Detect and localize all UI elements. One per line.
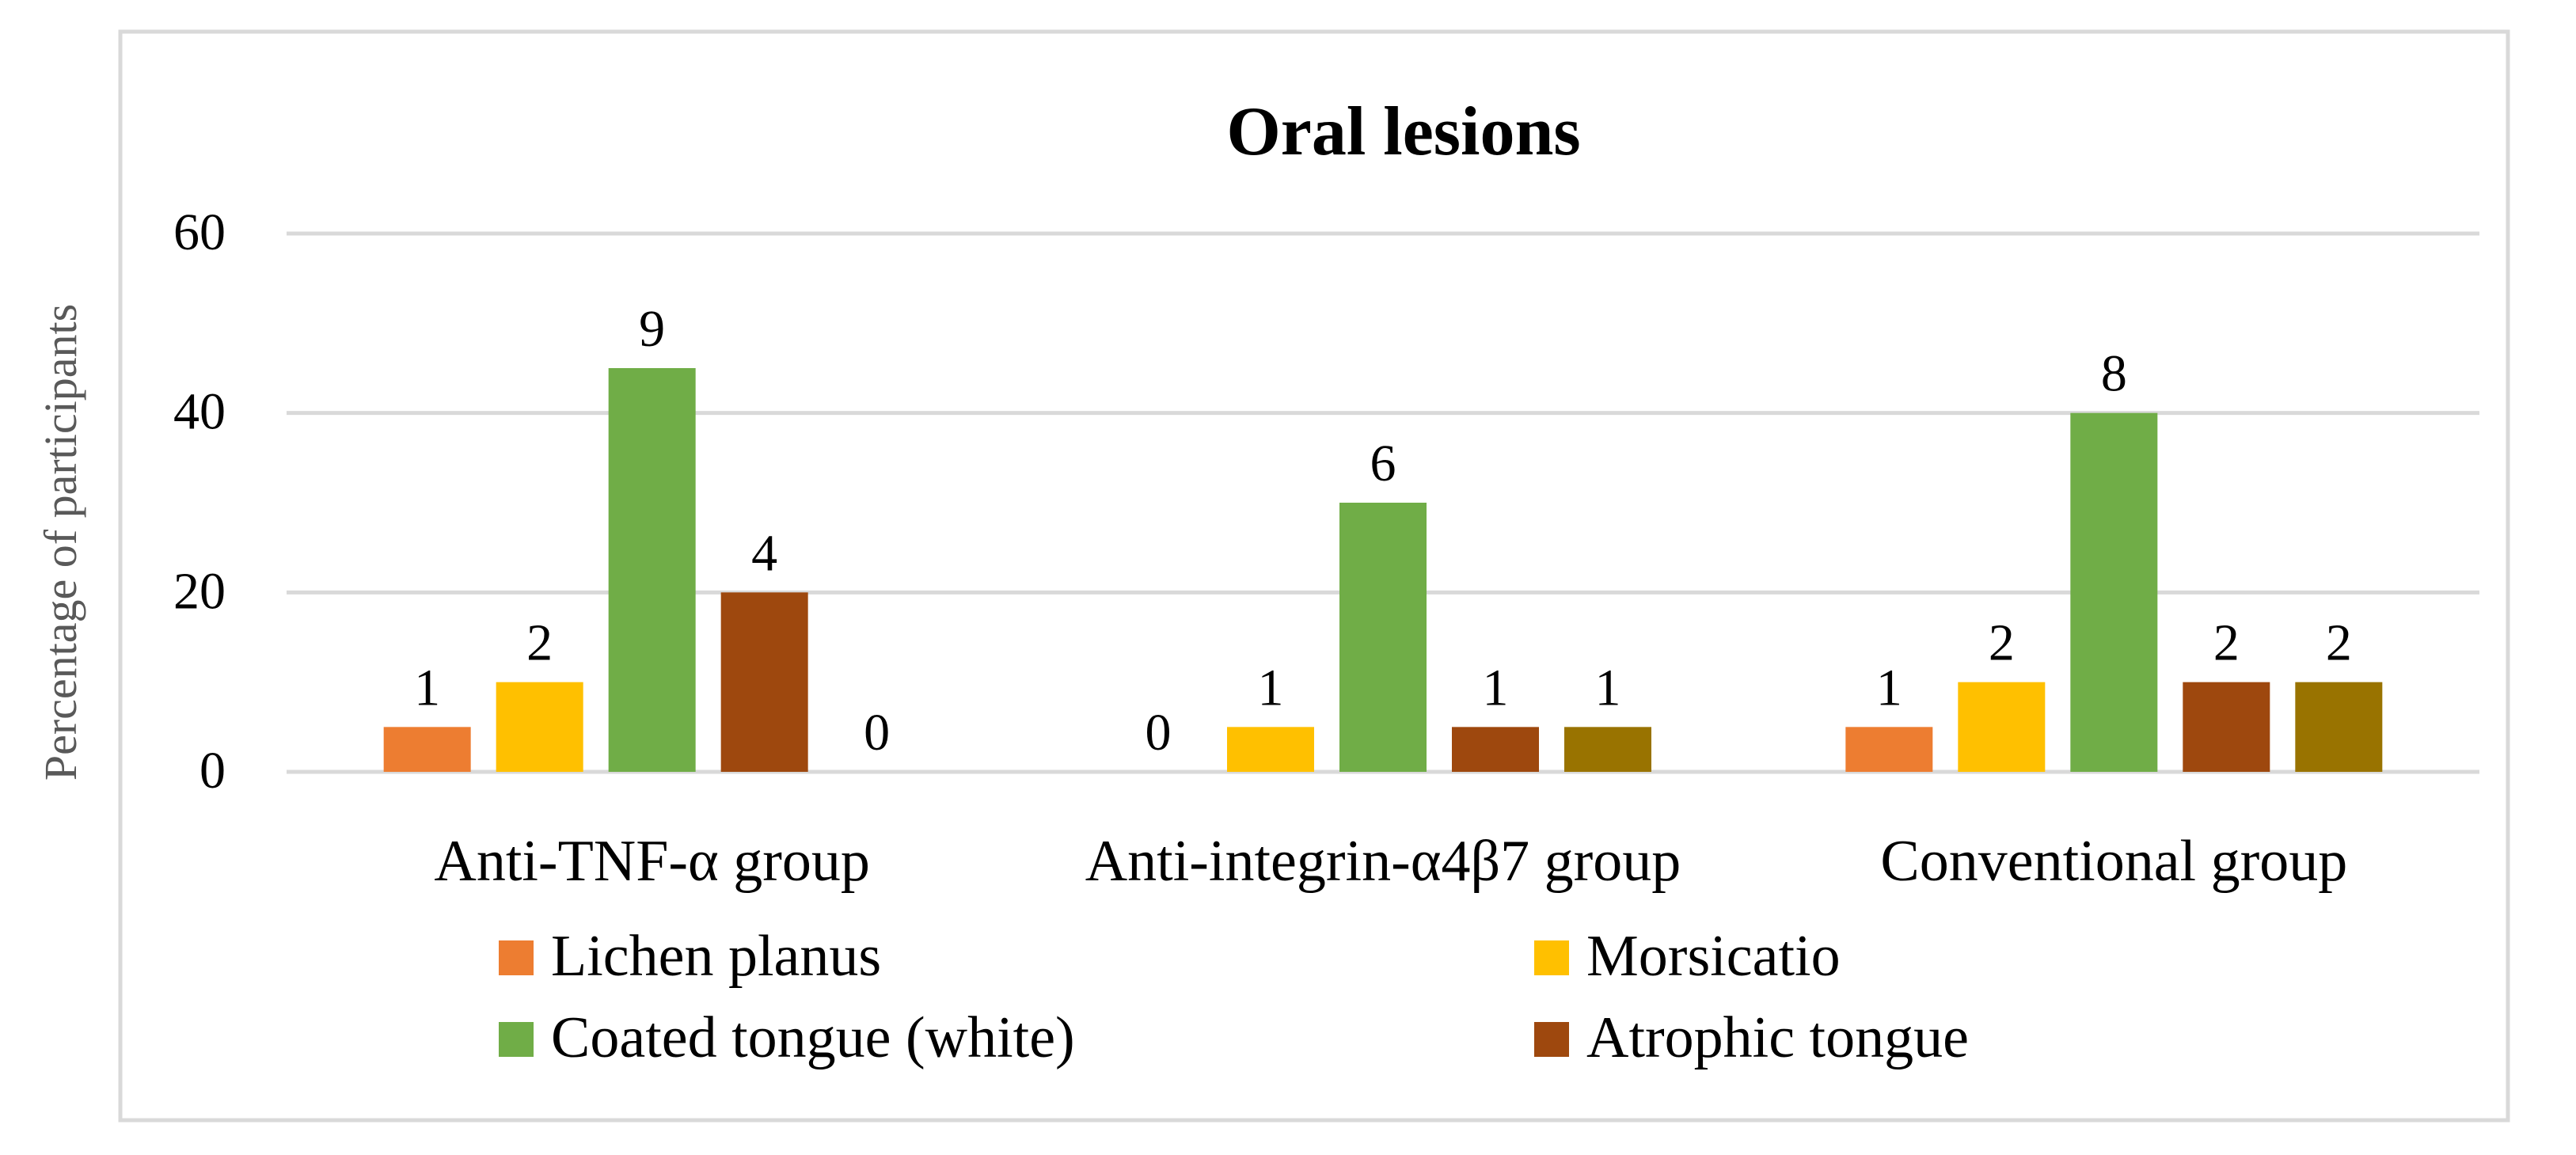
bar xyxy=(1845,727,1933,772)
legend-label: Lichen planus xyxy=(551,924,881,989)
legend-label: Morsicatio xyxy=(1586,924,1841,989)
bar xyxy=(1564,727,1651,772)
data-label: 1 xyxy=(1876,659,1902,716)
data-label: 4 xyxy=(751,524,777,582)
y-tick-label: 20 xyxy=(173,562,226,620)
y-axis-label: Percentage of participants xyxy=(35,304,86,781)
data-label: 0 xyxy=(864,704,890,762)
x-tick-label: Conventional group xyxy=(1880,829,2347,894)
bar xyxy=(2183,682,2270,772)
y-axis-ticks: 0 20 40 60 xyxy=(173,203,226,800)
data-label: 1 xyxy=(1483,659,1509,716)
bar xyxy=(496,682,583,772)
data-label: 2 xyxy=(526,614,553,672)
bar xyxy=(2295,682,2383,772)
data-label: 2 xyxy=(2213,614,2240,672)
data-label: 1 xyxy=(414,659,440,716)
legend-label: Atrophic tongue xyxy=(1586,1005,1969,1070)
y-tick-label: 40 xyxy=(173,383,226,441)
x-tick-label: Anti-TNF-α group xyxy=(434,829,870,894)
data-label: 2 xyxy=(1989,614,2015,672)
bar xyxy=(720,592,808,772)
bar xyxy=(2070,412,2158,772)
data-label: 8 xyxy=(2101,345,2127,403)
bar xyxy=(1227,727,1314,772)
legend-swatch xyxy=(499,1022,534,1057)
data-label: 9 xyxy=(639,300,665,358)
data-label: 1 xyxy=(1258,659,1284,716)
legend-swatch xyxy=(499,940,534,975)
legend-swatch xyxy=(1534,940,1569,975)
chart-title: Oral lesions xyxy=(1226,93,1580,170)
y-tick-label: 0 xyxy=(199,742,226,800)
x-axis-labels: Anti-TNF-α group Anti-integrin-α4β7 group… xyxy=(434,829,2347,894)
y-tick-label: 60 xyxy=(173,203,226,261)
bars xyxy=(383,368,2383,772)
legend-swatch xyxy=(1534,1022,1569,1057)
data-label: 2 xyxy=(2326,614,2352,672)
bar xyxy=(1339,503,1427,772)
bar xyxy=(608,368,696,772)
bar xyxy=(1452,727,1539,772)
legend: Lichen planus Morsicatio Coated tongue (wh… xyxy=(499,924,1969,1070)
legend-label: Coated tongue (white) xyxy=(551,1005,1075,1070)
bar xyxy=(1958,682,2046,772)
bar xyxy=(383,727,471,772)
data-label: 6 xyxy=(1370,435,1396,492)
data-label: 0 xyxy=(1146,704,1172,762)
data-label: 1 xyxy=(1595,659,1621,716)
x-tick-label: Anti-integrin-α4β7 group xyxy=(1085,829,1681,894)
